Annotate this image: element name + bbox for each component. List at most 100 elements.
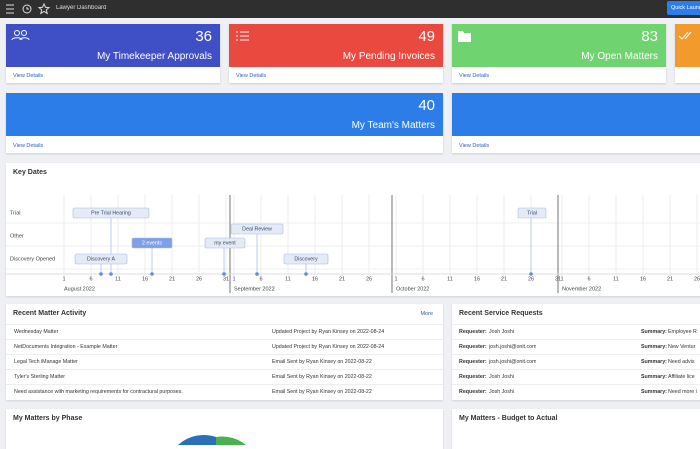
request-row[interactable]: Requester: josh.joshi@onit.com Summary: New… xyxy=(452,339,700,355)
day-tick-label: 6 xyxy=(89,276,92,282)
summary: New Ventur xyxy=(668,344,696,350)
day-tick-label: 1 xyxy=(560,276,563,282)
event-label: Trial xyxy=(527,210,537,216)
event-point xyxy=(109,272,113,276)
day-tick-label: 6 xyxy=(259,276,262,282)
request-row[interactable]: Requester: Josh Joshi Summary: Employee R xyxy=(452,324,700,340)
event-point xyxy=(99,272,103,276)
panel-title: My Matters by Phase xyxy=(13,415,83,422)
activity-text: Email Sent by Ryan Kinsey on 2022-08-22 xyxy=(272,374,372,380)
requester: Josh Joshi xyxy=(489,389,515,395)
card-value: 83 xyxy=(641,28,658,45)
activity-row[interactable]: Tyler's Sterling Matter Email Sent by Rya… xyxy=(6,369,443,385)
matter-name: Tyler's Sterling Matter xyxy=(14,374,66,380)
phase-panel: My Matters by Phase xyxy=(6,409,443,449)
day-tick-label: 21 xyxy=(501,276,507,282)
card-title: My Open Matters xyxy=(581,51,658,62)
more-link[interactable]: More xyxy=(420,311,433,317)
requester: Josh Joshi xyxy=(489,329,515,335)
event-label: 2 events xyxy=(142,240,162,246)
service-requests-panel: Recent Service Requests Requester: Josh J… xyxy=(452,304,700,400)
card-title: My Timekeeper Approvals xyxy=(96,51,212,62)
activity-row[interactable]: Wednesday Matter Updated Project by Ryan … xyxy=(6,324,443,340)
summary: Need advis xyxy=(668,359,695,365)
card[interactable]: 83 My Open Matters View Details xyxy=(452,24,666,83)
event-point xyxy=(304,272,308,276)
panel-title: Key Dates xyxy=(13,169,47,176)
activity-row[interactable]: NetDocuments Integration - Example Matte… xyxy=(6,339,443,355)
day-tick-label: 26 xyxy=(694,276,700,282)
card-value: 40 xyxy=(418,97,435,114)
day-tick-label: 1 xyxy=(232,276,235,282)
event-point xyxy=(529,272,533,276)
card[interactable]: 36 My Timekeeper Approvals View Details xyxy=(6,24,220,83)
card[interactable] xyxy=(675,24,700,83)
event-box xyxy=(72,207,150,219)
view-details[interactable]: View Details xyxy=(236,73,267,79)
request-row[interactable]: Requester: Josh Joshi Summary: Affiliate li… xyxy=(452,369,700,385)
event-box xyxy=(204,237,246,249)
card[interactable]: 40 My Team's Matters View Details xyxy=(6,93,443,153)
matter-name: Legal Tech iManage Matter xyxy=(14,359,78,365)
card-title: My Team's Matters xyxy=(351,120,435,131)
activity-row[interactable]: Need assistance with marketing requireme… xyxy=(6,384,443,400)
card[interactable]: 49 My Pending Invoices View Details xyxy=(229,24,443,83)
panel-title: Recent Service Requests xyxy=(459,310,543,317)
event-point xyxy=(255,272,259,276)
row-label: Trial xyxy=(10,210,21,216)
day-tick-label: 21 xyxy=(169,276,175,282)
request-row[interactable]: Requester: josh.joshi@onit.com Summary: Nee… xyxy=(452,354,700,370)
activity-text: Email Sent by Ryan Kinsey on 2022-08-22 xyxy=(272,389,372,395)
day-tick-label: 31 xyxy=(223,276,229,282)
month-label: September 2022 xyxy=(234,286,275,292)
day-tick-label: 1 xyxy=(394,276,397,282)
quick-launch-button[interactable]: Quick Launch xyxy=(667,1,700,15)
card[interactable]: View Details xyxy=(452,93,700,153)
row-label: Discovery Opened xyxy=(10,256,55,262)
view-details[interactable]: View Details xyxy=(459,143,490,149)
day-tick-label: 6 xyxy=(421,276,424,282)
day-tick-label: 11 xyxy=(447,276,453,282)
event-label: Pre Trial Hearing xyxy=(91,210,131,216)
requester-label: Requester: xyxy=(459,374,487,380)
view-details[interactable]: View Details xyxy=(459,73,490,79)
day-tick-label: 11 xyxy=(613,276,619,282)
day-tick-label: 21 xyxy=(667,276,673,282)
event-box xyxy=(74,253,128,265)
summary-label: Summary: xyxy=(641,329,667,335)
recent-activity-panel: Recent Matter Activity More Wednesday Ma… xyxy=(6,304,443,400)
card-title: My Pending Invoices xyxy=(342,51,435,62)
event-box xyxy=(131,237,173,249)
month-label: August 2022 xyxy=(64,286,95,292)
day-tick-label: 26 xyxy=(196,276,202,282)
day-tick-label: 26 xyxy=(528,276,534,282)
row-label: Other xyxy=(10,233,24,239)
matter-name: Need assistance with marketing requireme… xyxy=(14,389,183,395)
event-box xyxy=(283,253,329,265)
request-row[interactable]: Requester: Josh Joshi Summary: Need more i xyxy=(452,384,700,400)
view-details[interactable]: View Details xyxy=(13,143,44,149)
event-label: Discovery A xyxy=(87,256,115,262)
card-value: 36 xyxy=(195,28,212,45)
card-icon xyxy=(236,31,249,41)
day-tick-label: 16 xyxy=(640,276,646,282)
pie-edge xyxy=(178,434,246,445)
summary-label: Summary: xyxy=(641,389,667,395)
event-point xyxy=(222,272,226,276)
matter-name: NetDocuments Integration - Example Matte… xyxy=(14,344,118,350)
requester: josh.joshi@onit.com xyxy=(489,344,537,350)
panel-title: Recent Matter Activity xyxy=(13,310,87,317)
summary: Affiliate lice xyxy=(668,374,695,380)
activity-row[interactable]: Legal Tech iManage Matter Email Sent by R… xyxy=(6,354,443,370)
day-tick-label: 1 xyxy=(62,276,65,282)
view-details[interactable]: View Details xyxy=(13,73,44,79)
event-point xyxy=(150,272,154,276)
day-tick-label: 16 xyxy=(474,276,480,282)
summary-label: Summary: xyxy=(641,359,667,365)
day-tick-label: 16 xyxy=(312,276,318,282)
matter-name: Wednesday Matter xyxy=(14,329,59,335)
requester-label: Requester: xyxy=(459,359,487,365)
card-icon xyxy=(458,31,471,42)
